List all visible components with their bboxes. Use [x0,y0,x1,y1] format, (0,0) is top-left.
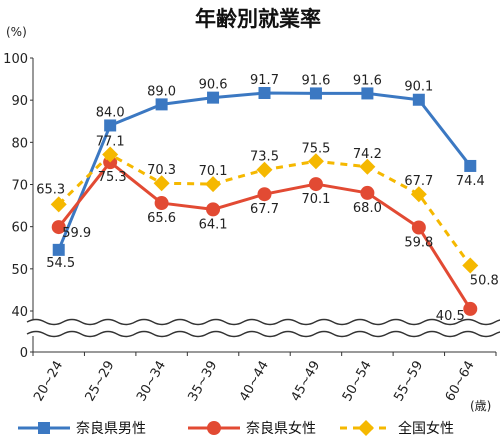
data-label: 64.1 [199,217,228,232]
data-label: 70.1 [199,164,228,179]
legend-item: 奈良県女性 [188,420,316,437]
data-point-square [155,98,168,111]
x-tick-label: 45~49 [288,359,323,405]
data-point-circle [257,187,272,202]
chart-title: 年齢別就業率 [195,7,321,31]
data-point-square [258,86,271,99]
series-national-female: 65.3 77.1 70.3 70.1 73.5 75.5 74.2 67.7 50.8 [36,135,499,289]
legend-marker-square [38,422,50,434]
x-tick-label: 40~44 [237,359,272,405]
data-label: 90.6 [199,78,228,93]
data-label: 90.1 [404,80,433,95]
data-label: 65.6 [147,211,176,226]
y-tick-label: 80 [11,136,28,151]
data-label: 73.5 [250,150,279,165]
data-point-diamond [153,175,170,192]
y-tick-label: 90 [11,94,28,109]
data-label: 54.5 [46,256,75,271]
data-point-square [207,91,220,104]
axis-break-wave-upper [26,318,500,326]
data-label: 91.6 [301,73,330,88]
series-nara-male: 54.5 84.0 89.0 90.6 91.7 91.6 91.6 90.1 74.4 [46,73,485,271]
y-tick-label: 70 [11,179,28,194]
y-tick-label: 100 [3,52,28,67]
data-point-diamond [50,196,67,213]
data-label: 84.0 [96,105,125,120]
x-tick-label: 35~39 [186,359,221,405]
data-label: 40.5 [436,309,465,324]
data-label: 70.3 [147,163,176,178]
data-point-square [464,159,477,172]
legend-label: 奈良県男性 [76,421,146,437]
y-tick-label: 40 [11,305,28,320]
data-point-circle [360,185,375,200]
data-point-square [361,87,374,100]
x-tick-label: 25~29 [83,359,118,405]
data-point-square [412,93,425,106]
x-axis-unit: (歳) [470,399,491,413]
legend-marker-diamond [358,420,374,436]
legend-item: 奈良県男性 [18,421,146,437]
data-label: 59.9 [62,226,91,241]
data-point-diamond [205,176,222,193]
legend-marker-circle [207,421,221,435]
series-nara-female: 59.9 75.3 65.6 64.1 67.7 70.1 68.0 59.8 40.5 [51,155,478,324]
data-point-circle [206,202,221,217]
data-label: 59.8 [404,236,433,251]
data-point-circle [51,220,66,235]
y-tick-label: 60 [11,221,28,236]
data-label: 89.0 [147,84,176,99]
data-label: 91.6 [353,73,382,88]
x-tick-label: 55~59 [391,359,426,405]
data-point-square [309,87,322,100]
data-point-circle [411,220,426,235]
y-tick-label: 50 [11,263,28,278]
x-tick-label: 20~24 [31,359,66,405]
data-label: 50.8 [470,273,499,288]
legend-label: 奈良県女性 [246,420,316,437]
data-point-diamond [102,146,119,163]
data-point-square [104,119,117,132]
data-point-diamond [256,161,273,178]
x-tick-label: 50~54 [340,359,375,405]
legend: 奈良県男性 奈良県女性 全国女性 [18,420,454,437]
legend-label: 全国女性 [398,420,454,437]
data-point-diamond [410,186,427,203]
series-layer: 54.584.089.0 90.6 91.7 91.6 91.6 90.174.459.9… [36,73,499,324]
data-label: 70.1 [301,192,330,207]
data-point-circle [463,301,478,316]
data-label: 67.7 [250,202,279,217]
data-point-circle [308,177,323,192]
data-point-diamond [462,257,479,274]
axis-break-wave-lower [26,330,500,338]
data-label: 91.7 [250,73,279,88]
data-label: 75.5 [301,141,330,156]
data-point-square [52,243,65,256]
y-axis-unit: (%) [6,25,27,39]
data-label: 74.2 [353,147,382,162]
data-label: 67.7 [404,174,433,189]
data-point-diamond [307,153,324,170]
legend-item: 全国女性 [340,420,454,437]
data-label: 74.4 [456,174,485,189]
data-point-diamond [359,158,376,175]
data-point-circle [154,196,169,211]
data-label: 77.1 [96,135,125,150]
data-label: 65.3 [36,182,65,197]
data-label: 68.0 [353,201,382,216]
y-tick-label: 0 [20,346,28,361]
data-label: 75.3 [98,170,127,185]
x-tick-label: 60~64 [443,359,478,405]
x-tick-label: 30~34 [134,359,169,405]
